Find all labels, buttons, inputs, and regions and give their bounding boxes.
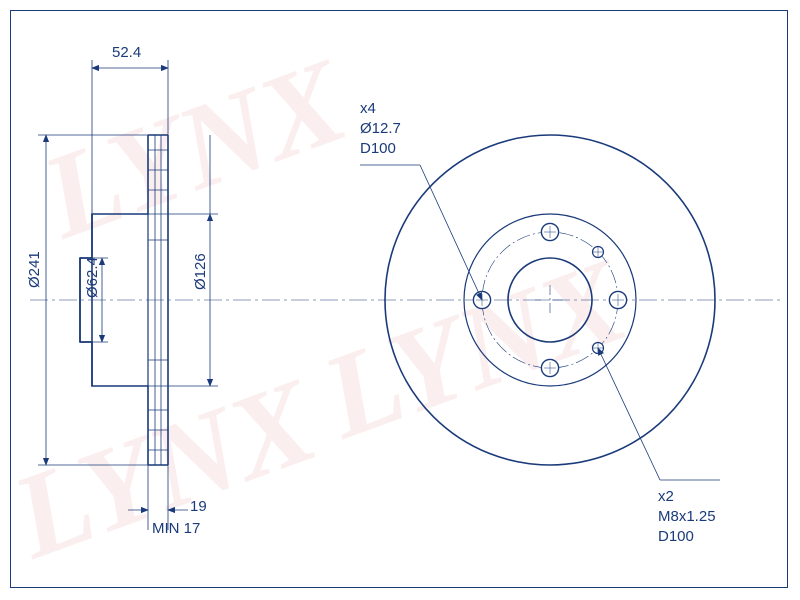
drawing-container: LYNX LYNX LYNX [0,0,800,600]
dim-thickness-min: MIN 17 [152,520,200,537]
dim-hub-dia: Ø62.4 [84,257,101,298]
callout1-line2: Ø12.7 [360,120,401,137]
dim-width: 52.4 [112,44,141,61]
callout2-line1: x2 [658,488,674,505]
dim-thickness: 19 [190,498,207,515]
callout1-line1: x4 [360,100,376,117]
dim-outer-dia: Ø241 [26,251,43,288]
dim-bolt-dia: Ø126 [192,253,209,290]
callout2-line2: M8x1.25 [658,508,716,525]
callout1-line3: D100 [360,140,396,157]
callout2-line3: D100 [658,528,694,545]
